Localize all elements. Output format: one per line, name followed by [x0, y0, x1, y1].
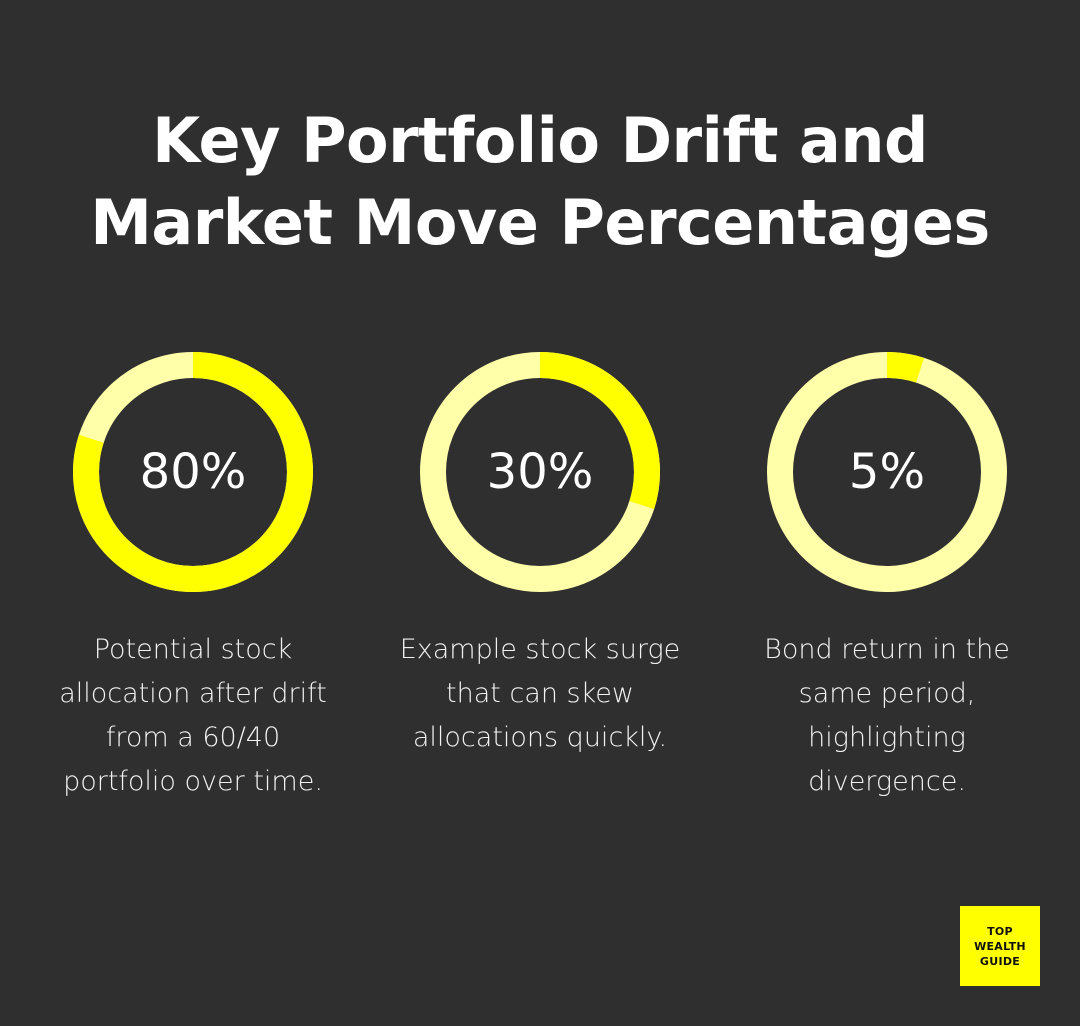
donut-chart-2: 30%	[420, 352, 660, 592]
stat-caption-3: Bond return in the same period, highligh…	[727, 628, 1047, 804]
caption-line: same period,	[798, 678, 976, 709]
donut-arc-1	[73, 352, 313, 592]
caption-line: allocations quickly.	[412, 722, 668, 753]
donut-arc-2	[420, 352, 660, 592]
caption-line: Potential stock	[93, 634, 293, 665]
donut-svg-1	[73, 352, 313, 592]
caption-line: Bond return in the	[764, 634, 1010, 665]
stat-item-3: 5% Bond return in the same period, highl…	[727, 352, 1047, 804]
title-line-1: Key Portfolio Drift and	[152, 104, 928, 177]
stat-caption-1: Potential stock allocation after drift f…	[33, 628, 353, 804]
donut-svg-3	[767, 352, 1007, 592]
title-line-2: Market Move Percentages	[90, 186, 990, 259]
donut-arc-3	[767, 352, 1007, 592]
caption-line: portfolio over time.	[63, 766, 323, 797]
donut-value-3: 5%	[848, 444, 926, 500]
donut-chart-3: 5%	[767, 352, 1007, 592]
caption-line: that can skew	[446, 678, 634, 709]
donut-value-1: 80%	[139, 444, 247, 500]
stat-item-1: 80% Potential stock allocation after dri…	[33, 352, 353, 804]
caption-line: Example stock surge	[399, 634, 681, 665]
donut-svg-2	[420, 352, 660, 592]
brand-logo: TOP WEALTH GUIDE	[960, 906, 1040, 986]
stat-caption-2: Example stock surge that can skew alloca…	[380, 628, 700, 760]
brand-line-1: TOP	[987, 924, 1013, 938]
caption-line: allocation after drift	[59, 678, 327, 709]
donut-chart-1: 80%	[73, 352, 313, 592]
donut-value-2: 30%	[486, 444, 594, 500]
stat-item-2: 30% Example stock surge that can skew al…	[380, 352, 700, 760]
brand-line-2: WEALTH	[974, 939, 1026, 953]
brand-line-3: GUIDE	[979, 954, 1021, 968]
caption-line: divergence.	[808, 766, 966, 797]
caption-line: highlighting	[808, 722, 966, 753]
page-title: Key Portfolio Drift and Market Move Perc…	[0, 100, 1080, 264]
caption-line: from a 60/40	[105, 722, 281, 753]
